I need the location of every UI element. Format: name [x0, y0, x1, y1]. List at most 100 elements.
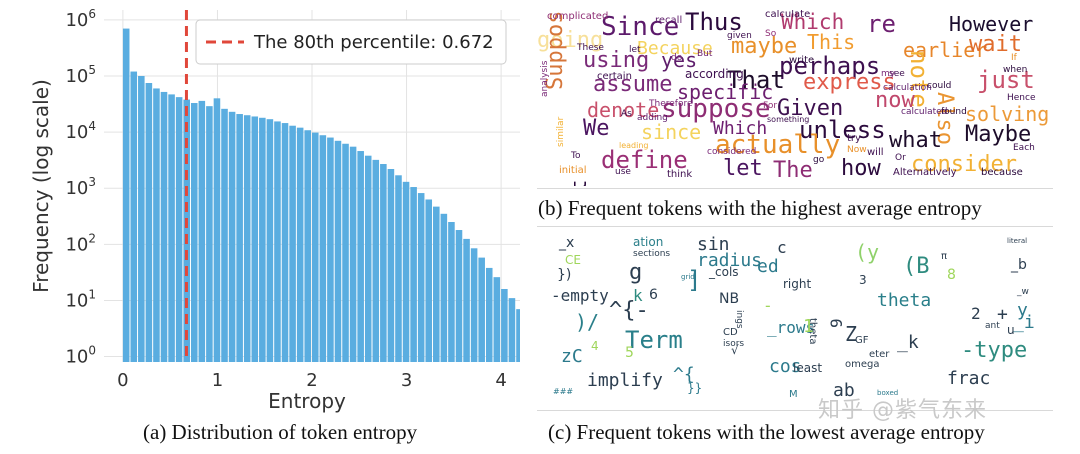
wordcloud-token: going [537, 28, 604, 53]
wordcloud-token: my [881, 69, 896, 79]
wordcloud-token: 1 [803, 316, 814, 337]
wordcloud-token: _k [897, 332, 919, 353]
caption-a: (a) Distribution of token entropy [143, 420, 418, 444]
wordcloud-token: But [697, 49, 713, 59]
wordcloud-token: according [685, 67, 744, 81]
wordcloud-token: zC [561, 346, 583, 367]
x-tick-label: 0 [117, 370, 128, 391]
wordcloud-token: frac [947, 368, 991, 389]
wordcloud-token: what [889, 128, 942, 153]
wordcloud-token: write [789, 55, 815, 66]
histogram-bar [206, 106, 213, 362]
wordcloud-token: calculated [901, 107, 948, 117]
wordcloud-token: omega [845, 359, 880, 370]
histogram-bar [327, 137, 334, 362]
histogram-bar [243, 115, 251, 362]
wordcloud-token: For [763, 101, 778, 111]
wordcloud-token: found [941, 107, 967, 117]
wordcloud-token: Maybe [965, 122, 1032, 147]
wordcloud-token: eter [869, 349, 890, 360]
wordcloud-token: let [723, 156, 763, 181]
wordcloud-token: To [571, 151, 581, 161]
wordcloud-token: y [1017, 300, 1028, 321]
histogram-bar [433, 206, 440, 362]
histogram-bar [448, 222, 455, 362]
wordcloud-token: leading [619, 141, 649, 150]
wordcloud-token: 6 [649, 287, 658, 303]
wordcloud-token: 9 [827, 318, 846, 328]
wordcloud-token: complicated [547, 11, 609, 22]
histogram-bar [319, 135, 327, 362]
histogram-bar [516, 309, 520, 362]
histogram-bar [198, 100, 206, 362]
wordcloud-token: GF [855, 335, 869, 346]
wordcloud-token: ] [687, 266, 702, 294]
y-tick-label: 106 [65, 7, 96, 31]
histogram-bar [175, 97, 183, 363]
histogram-bar [153, 88, 160, 362]
wordcloud-token: considered [707, 147, 757, 157]
histogram-bar [190, 103, 198, 362]
wordcloud-token: similar [556, 116, 566, 147]
histogram-bar [501, 288, 508, 362]
wordcloud-token: Each [1013, 143, 1035, 153]
histogram-bar [372, 159, 380, 362]
wordcloud-token: Or [895, 153, 906, 163]
legend-label: The 80th percentile: 0.672 [253, 32, 494, 53]
histogram-bar [508, 298, 516, 362]
wordcloud-token: CE [565, 253, 581, 267]
wordcloud-token: maybe [731, 34, 798, 59]
y-tick-label: 105 [65, 63, 96, 87]
wordcloud-token: cos [769, 356, 802, 377]
wordcloud-token: g [629, 260, 643, 285]
histogram-bar [312, 132, 319, 362]
histogram-bar [221, 108, 228, 362]
wordcloud-token: something [767, 115, 810, 124]
chart-legend: The 80th percentile: 0.672 [195, 19, 507, 65]
wordcloud-token: when [1003, 65, 1028, 75]
wordcloud-token: implify [587, 370, 663, 391]
wordcloud-token: use [615, 167, 631, 177]
histogram-bar [387, 169, 395, 362]
histogram-bar [145, 83, 153, 362]
wordcloud-token: π [941, 251, 948, 262]
wordcloud-token: wait [969, 32, 1022, 57]
wordcloud-token: -type [961, 338, 1028, 363]
histogram-bars [122, 10, 520, 363]
wordcloud-token: Z [845, 322, 858, 346]
wordcloud-token: ed [757, 256, 779, 277]
wordcloud-token: As [621, 109, 632, 119]
wordcloud-token: ab [833, 380, 855, 401]
wordcloud-token: do [671, 53, 683, 63]
histogram-bar [168, 94, 175, 362]
wordcloud-token: initial [559, 165, 587, 176]
wordcloud-token: because [981, 167, 1023, 178]
wordcloud-token: specific [677, 80, 774, 104]
wordcloud-token: Hence [1007, 93, 1036, 103]
y-tick-label: 104 [65, 119, 96, 143]
wordcloud-token: sections [633, 249, 671, 259]
wordcloud-token: go [813, 155, 825, 165]
histogram-bar [334, 140, 342, 362]
wordcloud-token: now [875, 88, 915, 113]
wordcloud-token: least [793, 361, 823, 375]
wordcloud-token: sin [697, 234, 730, 255]
wordcloud-token: certain [597, 71, 632, 82]
wordcloud-token: could [927, 81, 952, 91]
wordcloud-token: This [807, 30, 856, 54]
wordcloud-token: These [577, 43, 604, 53]
wordcloud-token: theta [877, 290, 932, 311]
wordcloud-token: The [773, 158, 813, 183]
wordcloud-token: suppose [661, 94, 771, 124]
wordcloud-token: think [667, 169, 693, 180]
wordcloud-token: Term [625, 326, 683, 354]
wordcloud-token: k [633, 286, 643, 305]
wordcloud-token: try [847, 133, 861, 144]
wordcloud-token: ^{- [609, 298, 649, 323]
caption-divider-middle [537, 226, 1053, 227]
y-tick-label: 102 [65, 231, 96, 255]
wordcloud-token: If [1011, 53, 1017, 63]
wordcloud-token: 2 [971, 304, 981, 323]
wordcloud-token: ant [985, 321, 1000, 331]
wordcloud-token: _b [1011, 257, 1027, 273]
